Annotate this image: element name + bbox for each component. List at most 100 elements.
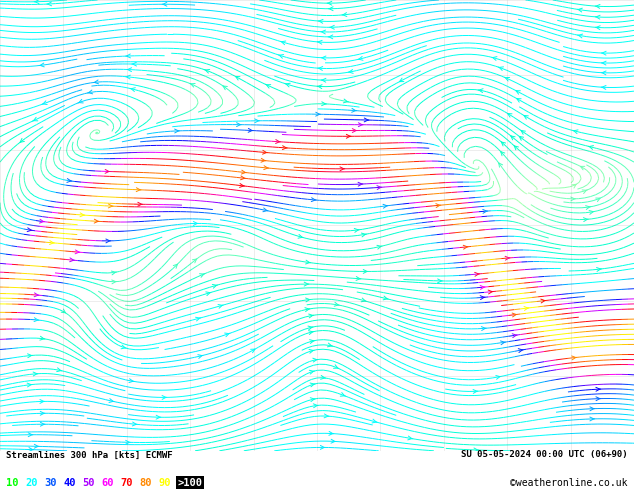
FancyArrowPatch shape — [248, 128, 253, 132]
FancyArrowPatch shape — [156, 415, 161, 419]
FancyArrowPatch shape — [206, 292, 211, 295]
FancyArrowPatch shape — [218, 304, 223, 308]
FancyArrowPatch shape — [280, 41, 286, 45]
FancyArrowPatch shape — [41, 422, 45, 426]
FancyArrowPatch shape — [190, 83, 195, 87]
FancyArrowPatch shape — [40, 336, 45, 340]
FancyArrowPatch shape — [34, 0, 39, 3]
FancyArrowPatch shape — [504, 77, 510, 81]
FancyArrowPatch shape — [61, 309, 65, 313]
FancyArrowPatch shape — [588, 146, 593, 149]
FancyArrowPatch shape — [262, 150, 268, 154]
FancyArrowPatch shape — [473, 390, 478, 393]
FancyArrowPatch shape — [478, 89, 483, 93]
FancyArrowPatch shape — [56, 368, 61, 371]
FancyArrowPatch shape — [27, 383, 32, 387]
FancyArrowPatch shape — [39, 219, 44, 223]
FancyArrowPatch shape — [47, 2, 51, 6]
Text: 60: 60 — [101, 477, 114, 488]
Text: 20: 20 — [25, 477, 38, 488]
FancyArrowPatch shape — [321, 102, 327, 106]
Text: 30: 30 — [44, 477, 57, 488]
FancyArrowPatch shape — [505, 256, 510, 260]
FancyArrowPatch shape — [28, 433, 33, 437]
FancyArrowPatch shape — [480, 295, 485, 299]
FancyArrowPatch shape — [106, 239, 111, 243]
FancyArrowPatch shape — [601, 71, 606, 75]
FancyArrowPatch shape — [481, 327, 486, 331]
FancyArrowPatch shape — [399, 78, 404, 82]
FancyArrowPatch shape — [511, 136, 515, 140]
FancyArrowPatch shape — [316, 112, 320, 116]
FancyArrowPatch shape — [298, 234, 303, 238]
FancyArrowPatch shape — [586, 206, 591, 209]
FancyArrowPatch shape — [436, 204, 441, 208]
FancyArrowPatch shape — [309, 340, 314, 343]
FancyArrowPatch shape — [596, 397, 601, 401]
FancyArrowPatch shape — [518, 349, 523, 352]
FancyArrowPatch shape — [282, 146, 287, 149]
FancyArrowPatch shape — [285, 83, 290, 87]
FancyArrowPatch shape — [320, 445, 325, 449]
FancyArrowPatch shape — [33, 372, 38, 376]
Text: 70: 70 — [120, 477, 133, 488]
FancyArrowPatch shape — [20, 138, 24, 142]
FancyArrowPatch shape — [223, 86, 228, 90]
FancyArrowPatch shape — [321, 56, 326, 60]
FancyArrowPatch shape — [596, 387, 600, 391]
FancyArrowPatch shape — [67, 178, 72, 182]
FancyArrowPatch shape — [306, 298, 311, 302]
FancyArrowPatch shape — [408, 436, 413, 440]
FancyArrowPatch shape — [492, 57, 497, 60]
FancyArrowPatch shape — [313, 358, 318, 362]
FancyArrowPatch shape — [475, 272, 479, 276]
FancyArrowPatch shape — [582, 190, 588, 194]
FancyArrowPatch shape — [340, 392, 346, 396]
FancyArrowPatch shape — [309, 314, 314, 318]
Text: 40: 40 — [63, 477, 76, 488]
FancyArrowPatch shape — [327, 343, 333, 347]
FancyArrowPatch shape — [250, 349, 255, 353]
FancyArrowPatch shape — [87, 90, 93, 94]
FancyArrowPatch shape — [474, 448, 479, 452]
FancyArrowPatch shape — [317, 85, 322, 89]
FancyArrowPatch shape — [204, 70, 210, 73]
FancyArrowPatch shape — [372, 419, 377, 423]
FancyArrowPatch shape — [309, 370, 314, 374]
FancyArrowPatch shape — [331, 439, 336, 443]
FancyArrowPatch shape — [195, 317, 201, 321]
FancyArrowPatch shape — [356, 276, 361, 280]
FancyArrowPatch shape — [514, 146, 519, 150]
FancyArrowPatch shape — [364, 118, 369, 122]
FancyArrowPatch shape — [589, 211, 594, 214]
FancyArrowPatch shape — [75, 250, 80, 254]
FancyArrowPatch shape — [126, 75, 131, 79]
FancyArrowPatch shape — [94, 219, 99, 223]
Text: 50: 50 — [82, 477, 95, 488]
FancyArrowPatch shape — [174, 129, 179, 133]
FancyArrowPatch shape — [34, 318, 39, 321]
FancyArrowPatch shape — [198, 355, 203, 358]
FancyArrowPatch shape — [383, 204, 388, 208]
FancyArrowPatch shape — [488, 290, 493, 294]
FancyArrowPatch shape — [519, 136, 524, 140]
FancyArrowPatch shape — [590, 407, 595, 411]
FancyArrowPatch shape — [193, 221, 198, 225]
FancyArrowPatch shape — [346, 134, 351, 138]
FancyArrowPatch shape — [126, 54, 131, 58]
FancyArrowPatch shape — [499, 163, 503, 167]
FancyArrowPatch shape — [352, 108, 356, 112]
FancyArrowPatch shape — [583, 218, 588, 221]
FancyArrowPatch shape — [572, 184, 576, 188]
FancyArrowPatch shape — [482, 209, 488, 213]
FancyArrowPatch shape — [112, 271, 117, 275]
FancyArrowPatch shape — [34, 444, 39, 448]
FancyArrowPatch shape — [266, 84, 271, 88]
FancyArrowPatch shape — [501, 142, 505, 146]
FancyArrowPatch shape — [512, 313, 517, 317]
FancyArrowPatch shape — [112, 280, 117, 284]
FancyArrowPatch shape — [463, 245, 468, 249]
FancyArrowPatch shape — [377, 245, 382, 249]
FancyArrowPatch shape — [344, 99, 349, 103]
FancyArrowPatch shape — [80, 213, 85, 217]
